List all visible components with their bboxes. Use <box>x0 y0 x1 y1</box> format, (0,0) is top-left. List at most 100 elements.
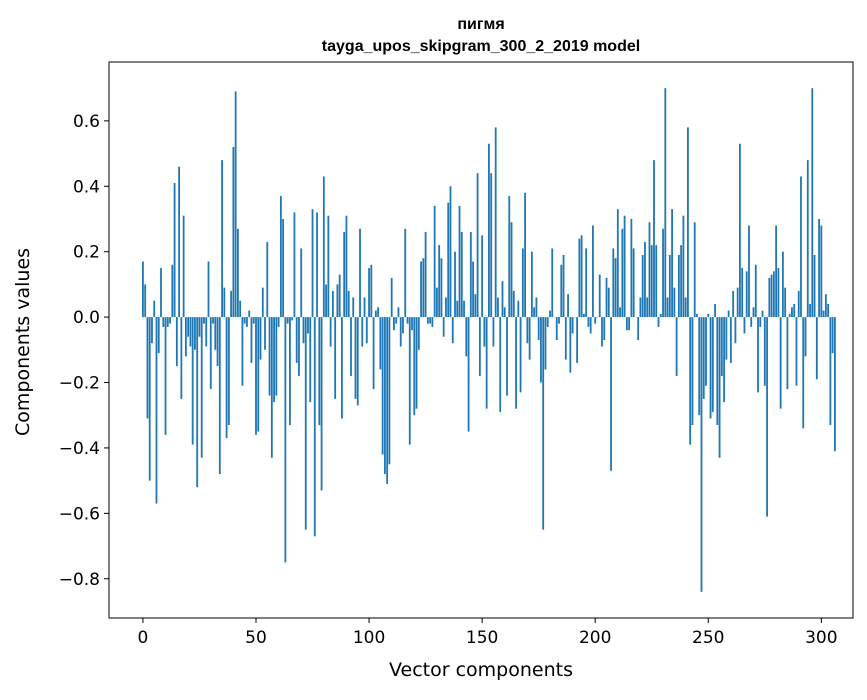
bar-303 <box>827 304 829 317</box>
bar-291 <box>800 176 802 317</box>
bar-285 <box>787 317 789 389</box>
bar-78 <box>318 317 320 425</box>
bar-117 <box>407 317 409 324</box>
bar-228 <box>658 317 660 327</box>
bar-48 <box>251 317 253 363</box>
bar-263 <box>737 288 739 317</box>
bar-124 <box>422 258 424 317</box>
bar-179 <box>547 317 549 327</box>
bar-134 <box>445 297 447 317</box>
bar-18 <box>183 216 185 317</box>
bar-60 <box>278 317 280 327</box>
bar-185 <box>560 265 562 317</box>
x-tick-label: 50 <box>245 628 267 648</box>
bar-116 <box>404 229 406 317</box>
bar-254 <box>716 317 718 425</box>
bar-63 <box>284 317 286 562</box>
bar-293 <box>805 317 807 356</box>
bar-302 <box>825 294 827 317</box>
bar-79 <box>321 317 323 490</box>
bar-183 <box>556 317 558 340</box>
bar-184 <box>558 317 560 324</box>
bar-23 <box>194 317 196 350</box>
bar-153 <box>488 144 490 317</box>
bar-130 <box>436 288 438 317</box>
x-tick-label: 150 <box>466 628 498 648</box>
bar-108 <box>386 317 388 484</box>
bar-152 <box>486 317 488 409</box>
bar-239 <box>682 216 684 317</box>
bar-119 <box>411 317 413 330</box>
x-axis-label: Vector components <box>389 659 573 681</box>
bar-103 <box>375 311 377 318</box>
bar-131 <box>438 245 440 317</box>
bar-115 <box>402 317 404 333</box>
bar-110 <box>391 278 393 317</box>
bar-53 <box>262 288 264 317</box>
bar-143 <box>465 317 467 356</box>
bar-220 <box>640 297 642 317</box>
bar-82 <box>327 216 329 317</box>
bar-1 <box>144 284 146 317</box>
bar-205 <box>606 278 608 317</box>
bar-180 <box>549 311 551 318</box>
bar-10 <box>165 317 167 435</box>
bar-242 <box>689 317 691 445</box>
bar-241 <box>687 127 689 317</box>
bar-41 <box>235 91 237 317</box>
bar-65 <box>289 317 291 425</box>
bar-246 <box>698 317 700 415</box>
bar-72 <box>305 317 307 530</box>
bar-123 <box>420 262 422 318</box>
bar-44 <box>242 317 244 386</box>
bar-195 <box>583 314 585 317</box>
bar-7 <box>158 317 160 353</box>
bar-21 <box>190 317 192 346</box>
bar-264 <box>739 144 741 317</box>
bar-102 <box>373 317 375 389</box>
bar-17 <box>180 317 182 399</box>
y-tick-label: −0.8 <box>59 570 100 590</box>
bar-64 <box>287 317 289 324</box>
bar-92 <box>350 317 352 376</box>
bar-292 <box>802 317 804 428</box>
bar-199 <box>592 226 594 318</box>
bar-168 <box>522 248 524 317</box>
bar-38 <box>228 317 230 425</box>
bar-305 <box>832 317 834 353</box>
bar-161 <box>506 317 508 395</box>
bar-243 <box>692 317 694 425</box>
bar-284 <box>784 288 786 317</box>
bar-2 <box>147 317 149 418</box>
bar-283 <box>782 252 784 317</box>
bar-76 <box>314 317 316 536</box>
bar-125 <box>425 232 427 317</box>
bar-209 <box>615 258 617 317</box>
y-tick-label: 0.0 <box>73 308 100 328</box>
bar-105 <box>379 317 381 369</box>
bar-177 <box>542 317 544 530</box>
bar-71 <box>303 317 305 343</box>
bar-211 <box>619 307 621 317</box>
bar-69 <box>298 317 300 376</box>
bar-178 <box>545 317 547 369</box>
bar-25 <box>199 317 201 337</box>
bar-216 <box>630 219 632 317</box>
bar-226 <box>653 160 655 317</box>
bar-128 <box>431 317 433 327</box>
bar-4 <box>151 317 153 343</box>
bar-266 <box>744 317 746 333</box>
bar-19 <box>185 317 187 356</box>
bar-151 <box>483 317 485 346</box>
bar-66 <box>291 317 293 320</box>
bar-112 <box>395 317 397 324</box>
bar-262 <box>735 317 737 343</box>
bar-270 <box>753 307 755 317</box>
bar-297 <box>814 255 816 317</box>
bar-169 <box>524 193 526 317</box>
bar-61 <box>280 196 282 317</box>
bar-273 <box>759 317 761 327</box>
bar-156 <box>495 127 497 317</box>
bar-3 <box>149 317 151 481</box>
bar-126 <box>427 317 429 324</box>
